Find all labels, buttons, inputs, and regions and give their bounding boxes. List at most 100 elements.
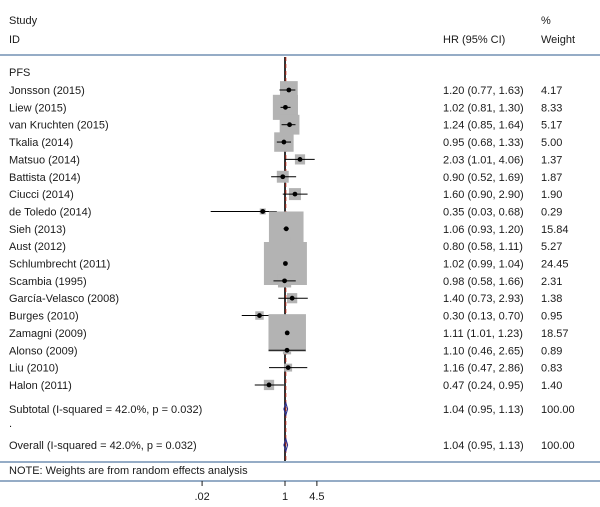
subtotal-hr-ci: 1.04 (0.95, 1.13) xyxy=(443,404,524,416)
study-row: van Kruchten (2015) 1.24 (0.85, 1.64) 5.17 xyxy=(9,114,562,135)
point-estimate xyxy=(257,313,262,318)
study-row: Ciucci (2014) 1.60 (0.90, 2.90) 1.90 xyxy=(9,188,562,201)
header-weight: Weight xyxy=(541,34,575,46)
point-estimate xyxy=(284,330,290,336)
study-name: Aust (2012) xyxy=(9,241,66,253)
study-name: Schlumbrecht (2011) xyxy=(9,259,110,271)
study-weight: 5.17 xyxy=(541,120,562,132)
study-name: Zamagni (2009) xyxy=(9,328,87,340)
weights-note: NOTE: Weights are from random effects an… xyxy=(9,465,248,477)
study-name: Ciucci (2014) xyxy=(9,189,74,201)
overall-row: Overall (I-squared = 42.0%, p = 0.032) 1.… xyxy=(9,437,575,453)
overall-label: Overall (I-squared = 42.0%, p = 0.032) xyxy=(9,440,197,452)
study-row: Alonso (2009) 1.10 (0.46, 2.65) 0.89 xyxy=(9,345,562,357)
study-weight: 1.87 xyxy=(541,172,562,184)
study-row: Liu (2010) 1.16 (0.47, 2.86) 0.83 xyxy=(9,363,562,375)
study-hr-ci: 0.80 (0.58, 1.11) xyxy=(443,241,523,253)
header-study: Study xyxy=(9,15,38,27)
study-hr-ci: 1.06 (0.93, 1.20) xyxy=(443,224,524,236)
study-name: García-Velasco (2008) xyxy=(9,293,119,305)
study-weight: 18.57 xyxy=(541,328,569,340)
point-estimate xyxy=(280,174,286,180)
study-hr-ci: 2.03 (1.01, 4.06) xyxy=(443,154,524,166)
study-hr-ci: 1.11 (1.01, 1.23) xyxy=(443,328,523,340)
study-hr-ci: 0.35 (0.03, 0.68) xyxy=(443,206,524,218)
study-name: Scambia (1995) xyxy=(9,276,87,288)
point-estimate xyxy=(282,278,287,284)
subtotal-diamond xyxy=(283,401,289,417)
study-row: Scambia (1995) 0.98 (0.58, 1.66) 2.31 xyxy=(9,274,562,288)
study-weight: 1.37 xyxy=(541,154,562,166)
study-name: Liu (2010) xyxy=(9,363,59,375)
study-hr-ci: 1.10 (0.46, 2.65) xyxy=(443,345,524,357)
study-weight: 1.90 xyxy=(541,189,562,201)
point-estimate xyxy=(284,347,290,353)
point-estimate xyxy=(283,104,288,110)
point-estimate xyxy=(286,87,292,93)
study-name: Halon (2011) xyxy=(9,380,72,392)
point-estimate xyxy=(283,226,289,232)
x-tick-label: 4.5 xyxy=(309,491,324,503)
study-name: Burges (2010) xyxy=(9,311,79,323)
study-weight: 0.95 xyxy=(541,311,562,323)
header-id: ID xyxy=(9,34,20,46)
study-weight: 4.17 xyxy=(541,85,562,97)
study-weight: 15.84 xyxy=(541,224,569,236)
study-hr-ci: 1.24 (0.85, 1.64) xyxy=(443,120,524,132)
study-row: Zamagni (2009) 1.11 (1.01, 1.23) 18.57 xyxy=(9,314,569,352)
study-name: Alonso (2009) xyxy=(9,345,78,357)
overall-weight: 100.00 xyxy=(541,440,575,452)
study-weight: 1.40 xyxy=(541,380,562,392)
study-weight: 8.33 xyxy=(541,102,562,114)
x-tick-label: 1 xyxy=(282,491,288,503)
point-estimate xyxy=(287,122,292,128)
study-row: Burges (2010) 0.30 (0.13, 0.70) 0.95 xyxy=(9,311,562,323)
study-name: van Kruchten (2015) xyxy=(9,120,109,132)
point-estimate xyxy=(281,139,287,145)
study-weight: 1.38 xyxy=(541,293,562,305)
study-name: Tkalia (2014) xyxy=(9,137,73,149)
study-weight: 5.00 xyxy=(541,137,562,149)
study-name: Matsuo (2014) xyxy=(9,154,80,166)
study-weight: 0.83 xyxy=(541,363,562,375)
study-hr-ci: 0.47 (0.24, 0.95) xyxy=(443,380,524,392)
study-hr-ci: 1.20 (0.77, 1.63) xyxy=(443,85,524,97)
header-percent: % xyxy=(541,15,551,27)
point-estimate xyxy=(266,382,272,388)
subtotal-row: Subtotal (I-squared = 42.0%, p = 0.032) 1… xyxy=(9,401,575,417)
study-hr-ci: 1.02 (0.81, 1.30) xyxy=(443,102,524,114)
study-row: Battista (2014) 0.90 (0.52, 1.69) 1.87 xyxy=(9,170,562,184)
study-hr-ci: 1.02 (0.99, 1.04) xyxy=(443,259,524,271)
point-estimate xyxy=(260,209,266,214)
study-weight: 5.27 xyxy=(541,241,562,253)
study-hr-ci: 0.95 (0.68, 1.33) xyxy=(443,137,524,149)
study-hr-ci: 1.40 (0.73, 2.93) xyxy=(443,293,524,305)
study-name: Liew (2015) xyxy=(9,102,66,114)
point-estimate xyxy=(289,295,295,301)
study-hr-ci: 0.90 (0.52, 1.69) xyxy=(443,172,524,184)
study-hr-ci: 1.16 (0.47, 2.86) xyxy=(443,363,524,375)
header-hr: HR (95% CI) xyxy=(443,34,505,46)
study-name: Jonsson (2015) xyxy=(9,85,85,97)
study-name: de Toledo (2014) xyxy=(9,206,91,218)
subtotal-label: Subtotal (I-squared = 42.0%, p = 0.032) xyxy=(9,404,202,416)
study-hr-ci: 1.60 (0.90, 2.90) xyxy=(443,189,524,201)
subgroup-label: PFS xyxy=(9,67,30,79)
point-estimate xyxy=(297,157,303,162)
separator-dot: . xyxy=(9,418,12,430)
study-weight: 0.29 xyxy=(541,206,562,218)
overall-hr-ci: 1.04 (0.95, 1.13) xyxy=(443,440,524,452)
point-estimate xyxy=(285,365,291,370)
overall-diamond xyxy=(283,437,289,453)
study-row: Tkalia (2014) 0.95 (0.68, 1.33) 5.00 xyxy=(9,132,562,152)
study-name: Sieh (2013) xyxy=(9,224,66,236)
x-tick-label: .02 xyxy=(194,491,209,503)
study-weight: 0.89 xyxy=(541,345,562,357)
study-row: Jonsson (2015) 1.20 (0.77, 1.63) 4.17 xyxy=(9,81,562,99)
study-weight: 24.45 xyxy=(541,259,569,271)
study-row: Halon (2011) 0.47 (0.24, 0.95) 1.40 xyxy=(9,379,562,392)
study-name: Battista (2014) xyxy=(9,172,81,184)
point-estimate xyxy=(292,191,298,197)
study-row: de Toledo (2014) 0.35 (0.03, 0.68) 0.29 xyxy=(9,206,562,218)
